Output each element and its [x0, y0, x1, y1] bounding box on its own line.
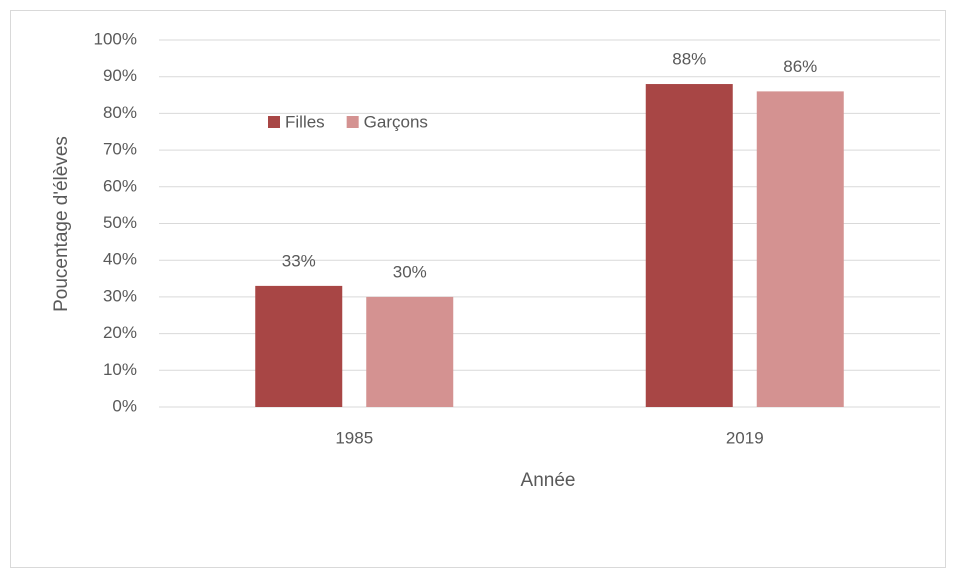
- y-tick-label: 90%: [103, 66, 137, 85]
- value-label: 88%: [672, 50, 706, 69]
- bar: [366, 296, 454, 407]
- legend-swatch: [346, 116, 359, 128]
- legend-swatch: [268, 116, 280, 128]
- value-label: 33%: [282, 251, 316, 270]
- y-tick-label: 0%: [112, 396, 137, 415]
- x-axis-title: Année: [521, 470, 576, 491]
- y-tick-label: 40%: [103, 250, 137, 269]
- y-tick-label: 10%: [103, 360, 137, 379]
- legend-label: Garçons: [364, 112, 428, 131]
- y-tick-label: 80%: [103, 103, 137, 122]
- value-label: 30%: [393, 262, 427, 281]
- legend-label: Filles: [285, 112, 325, 131]
- y-tick-label: 100%: [94, 29, 137, 48]
- x-tick-label: 1985: [335, 428, 373, 447]
- y-tick-label: 50%: [103, 213, 137, 232]
- x-tick-label: 2019: [726, 428, 764, 447]
- y-axis-title: Poucentage d'élèves: [51, 136, 72, 312]
- y-tick-label: 70%: [103, 140, 137, 159]
- bar: [756, 91, 844, 407]
- value-label: 86%: [783, 57, 817, 76]
- bar: [255, 285, 343, 407]
- y-tick-label: 30%: [103, 286, 137, 305]
- bar: [645, 84, 733, 407]
- y-tick-label: 20%: [103, 323, 137, 342]
- y-tick-label: 60%: [103, 176, 137, 195]
